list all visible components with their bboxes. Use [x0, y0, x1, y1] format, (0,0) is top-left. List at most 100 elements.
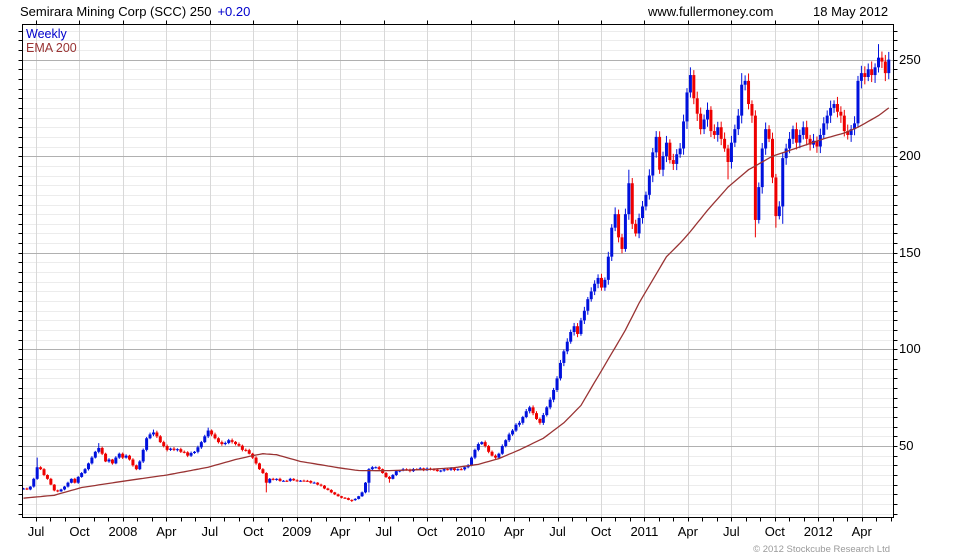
candle-body-down: [244, 449, 248, 451]
candle-body-down: [329, 489, 333, 493]
candle-body-up: [514, 424, 518, 431]
candle-body-up: [818, 134, 822, 147]
candle-body-up: [76, 476, 80, 483]
candle-body-up: [825, 115, 829, 124]
candle-body-up: [97, 447, 101, 452]
candle-body-up: [268, 478, 272, 483]
candle-body-up: [63, 486, 67, 490]
candle-body-up: [59, 489, 63, 492]
candle-body-down: [305, 480, 309, 482]
candle-body-up: [603, 279, 607, 288]
candle-body-up: [589, 291, 593, 300]
candle-body-down: [774, 177, 778, 217]
candle-body-up: [764, 129, 768, 149]
candle-body-up: [610, 227, 614, 257]
candle-body-up: [524, 411, 528, 418]
candle-body-up: [500, 446, 504, 454]
candle-body-up: [664, 142, 668, 157]
candle-body-up: [555, 378, 559, 390]
x-axis-label: Oct: [69, 524, 90, 539]
candle-body-up: [199, 442, 203, 448]
candle-body-up: [83, 469, 87, 474]
candle-body-down: [254, 457, 258, 464]
x-axis-label: Jul: [549, 524, 566, 539]
candle-body-up: [189, 453, 193, 456]
candle-body-up: [675, 154, 679, 164]
candle-body-down: [52, 484, 56, 491]
candle-body-down: [121, 453, 125, 458]
candle-body-up: [141, 449, 145, 462]
candle-body-up: [832, 104, 836, 108]
candle-body-up: [223, 442, 227, 445]
candle-body-down: [220, 442, 224, 445]
candle-body-up: [504, 440, 508, 446]
candle-body-down: [186, 452, 190, 456]
y-axis-label: 150: [899, 244, 921, 260]
x-axis-label: Apr: [503, 524, 525, 539]
candle-body-down: [794, 129, 798, 143]
x-axis-label: Oct: [764, 524, 785, 539]
candle-body-down: [723, 138, 727, 149]
x-axis-label: 2012: [803, 524, 833, 539]
candle-body-down: [155, 432, 159, 437]
candle-body-up: [569, 332, 573, 342]
candle-body-down: [240, 445, 244, 450]
candle-body-down: [709, 109, 713, 132]
candle-body-down: [490, 451, 494, 456]
candle-body-up: [90, 457, 94, 464]
candle-body-up: [476, 444, 480, 450]
candle-body-up: [288, 478, 292, 481]
candle-body-up: [541, 415, 545, 423]
candle-body-up: [86, 463, 90, 470]
candle-body-up: [394, 471, 398, 475]
candle-body-down: [753, 115, 757, 220]
candle-body-down: [56, 490, 60, 492]
candle-body-down: [658, 136, 662, 170]
candle-body-up: [627, 183, 631, 215]
candle-body-down: [634, 223, 638, 234]
candle-body-up: [124, 455, 128, 458]
candle-body-up: [138, 461, 142, 470]
candle-body-up: [637, 218, 641, 234]
candle-body-down: [131, 459, 135, 466]
x-axis-label: Jul: [723, 524, 740, 539]
copyright-notice: © 2012 Stockcube Research Ltd: [753, 544, 890, 555]
candle-body-up: [788, 138, 792, 149]
candle-body-up: [107, 459, 111, 462]
candle-body-down: [435, 469, 439, 472]
candle-body-up: [357, 496, 361, 499]
candle-body-down: [487, 446, 491, 452]
candle-body-up: [647, 175, 651, 195]
candle-body-up: [203, 436, 207, 443]
candle-body-down: [835, 104, 839, 112]
candle-body-down: [719, 127, 723, 139]
candle-body-up: [877, 57, 880, 68]
candle-body-down: [73, 478, 77, 483]
x-axis-label: Jul: [201, 524, 219, 539]
candle-body-down: [285, 480, 289, 482]
legend-ema-200: EMA 200: [26, 41, 77, 55]
candle-body-up: [777, 206, 781, 217]
candle-body-up: [743, 80, 747, 85]
candle-body-up: [93, 451, 97, 458]
candle-body-up: [651, 152, 655, 176]
y-axis-label: 50: [899, 438, 914, 453]
candle-body-up: [439, 470, 443, 472]
candle-body-up: [579, 320, 583, 334]
candle-body-down: [336, 494, 340, 497]
candle-body-up: [497, 453, 501, 458]
chart-date: 18 May 2012: [813, 4, 889, 19]
website-link[interactable]: www.fullermoney.com: [648, 4, 774, 19]
candle-body-down: [179, 449, 183, 452]
candle-body-down: [767, 129, 771, 139]
candle-body-up: [781, 158, 785, 207]
candle-body-down: [576, 326, 580, 334]
candle-body-up: [507, 434, 511, 441]
candle-body-down: [870, 69, 874, 76]
candle-body-up: [784, 148, 788, 159]
candle-body-down: [230, 440, 234, 442]
candle-body-up: [548, 399, 552, 408]
candle-body-down: [446, 469, 450, 471]
x-axis-label: Apr: [677, 524, 698, 539]
